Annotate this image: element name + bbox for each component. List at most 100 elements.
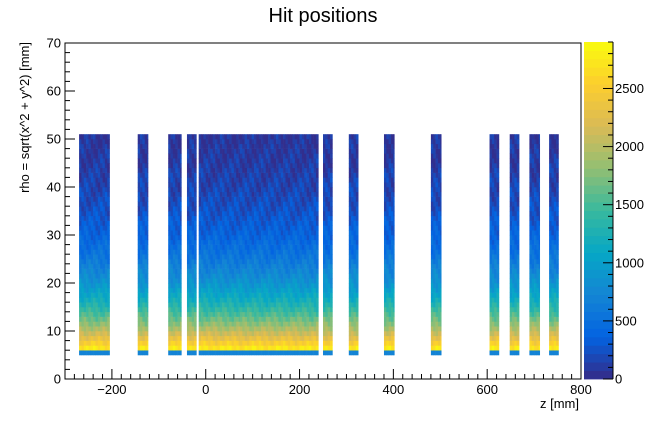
heatmap-cell	[251, 177, 255, 183]
heatmap-cell	[107, 278, 110, 284]
heatmap-cell	[170, 273, 174, 279]
heatmap-cell	[102, 254, 106, 260]
heatmap-cell	[308, 311, 312, 317]
heatmap-cell	[208, 292, 211, 298]
heatmap-cell	[290, 263, 293, 269]
heatmap-cell	[437, 201, 441, 207]
heatmap-cell	[489, 211, 493, 217]
heatmap-cell	[95, 139, 99, 145]
heatmap-cell	[201, 235, 204, 241]
heatmap-cell	[144, 167, 148, 173]
heatmap-cell	[430, 302, 434, 308]
heatmap-cell	[280, 167, 284, 173]
heatmap-cell	[231, 326, 235, 332]
heatmap-cell	[249, 172, 252, 178]
heatmap-cell	[494, 345, 497, 351]
heatmap-cell	[311, 191, 314, 197]
heatmap-cell	[509, 143, 513, 149]
heatmap-cell	[386, 278, 389, 284]
heatmap-cell	[327, 139, 331, 145]
heatmap-cell	[229, 225, 232, 231]
heatmap-cell	[327, 148, 331, 154]
heatmap-cell	[244, 235, 248, 241]
heatmap-cell	[491, 244, 495, 250]
heatmap-cell	[285, 263, 289, 269]
heatmap-cell	[325, 134, 328, 140]
heatmap-cell	[292, 331, 296, 337]
heatmap-cell	[212, 134, 216, 140]
heatmap-cell	[268, 249, 271, 255]
heatmap-cell	[278, 167, 282, 173]
heatmap-cell	[437, 326, 441, 332]
heatmap-cell	[205, 263, 209, 269]
heatmap-cell	[219, 139, 223, 145]
heatmap-cell	[210, 187, 214, 193]
heatmap-cell	[229, 167, 232, 173]
heatmap-cell	[90, 292, 94, 298]
heatmap-cell	[175, 254, 178, 260]
heatmap-cell	[489, 340, 493, 346]
heatmap-cell	[491, 259, 495, 265]
heatmap-cell	[93, 259, 96, 265]
heatmap-cell	[81, 321, 85, 327]
heatmap-cell	[100, 220, 103, 226]
heatmap-cell	[231, 191, 235, 197]
heatmap-cell	[258, 153, 262, 159]
heatmap-cell	[433, 340, 436, 346]
heatmap-cell	[311, 331, 314, 337]
heatmap-cell	[323, 297, 326, 303]
heatmap-cell	[172, 239, 176, 245]
heatmap-cell	[215, 239, 218, 245]
heatmap-cell	[283, 172, 286, 178]
heatmap-cell	[311, 187, 314, 193]
heatmap-cell	[201, 331, 204, 337]
heatmap-cell	[388, 273, 392, 279]
heatmap-cell	[315, 225, 319, 231]
heatmap-cell	[306, 259, 310, 265]
heatmap-cell	[514, 230, 518, 236]
heatmap-cell	[283, 167, 286, 173]
heatmap-cell	[168, 182, 171, 188]
heatmap-cell	[263, 167, 267, 173]
heatmap-cell	[88, 331, 92, 337]
heatmap-cell	[306, 302, 310, 308]
heatmap-cell	[308, 345, 312, 351]
heatmap-cell	[239, 235, 243, 241]
heatmap-cell	[177, 326, 181, 332]
heatmap-cell	[107, 297, 110, 303]
heatmap-cell	[210, 235, 214, 241]
heatmap-cell	[140, 273, 143, 279]
heatmap-cell	[104, 335, 108, 341]
heatmap-cell	[107, 239, 110, 245]
heatmap-cell	[194, 163, 197, 169]
heatmap-cell	[531, 254, 535, 260]
heatmap-cell	[265, 182, 269, 188]
heatmap-cell	[325, 167, 328, 173]
heatmap-cell	[222, 254, 225, 260]
heatmap-cell	[283, 215, 286, 221]
heatmap-cell	[147, 201, 149, 207]
heatmap-cell	[355, 259, 359, 265]
heatmap-cell	[391, 244, 394, 250]
heatmap-cell	[315, 187, 319, 193]
heatmap-cell	[251, 211, 255, 217]
heatmap-cell	[299, 254, 303, 260]
heatmap-cell	[297, 201, 300, 207]
heatmap-cell	[144, 311, 148, 317]
heatmap-cell	[191, 143, 195, 149]
heatmap-cell	[147, 187, 149, 193]
heatmap-cell	[170, 235, 174, 241]
heatmap-cell	[273, 235, 277, 241]
heatmap-cell	[280, 172, 284, 178]
heatmap-cell	[95, 182, 99, 188]
heatmap-cell	[107, 230, 110, 236]
heatmap-cell	[496, 206, 500, 212]
heatmap-cell	[531, 345, 535, 351]
heatmap-cell	[306, 263, 310, 269]
heatmap-cell	[242, 206, 245, 212]
heatmap-cell	[140, 287, 143, 293]
heatmap-cell	[219, 273, 223, 279]
heatmap-cell	[186, 182, 190, 188]
heatmap-cell	[79, 196, 82, 202]
heatmap-cell	[79, 297, 82, 303]
